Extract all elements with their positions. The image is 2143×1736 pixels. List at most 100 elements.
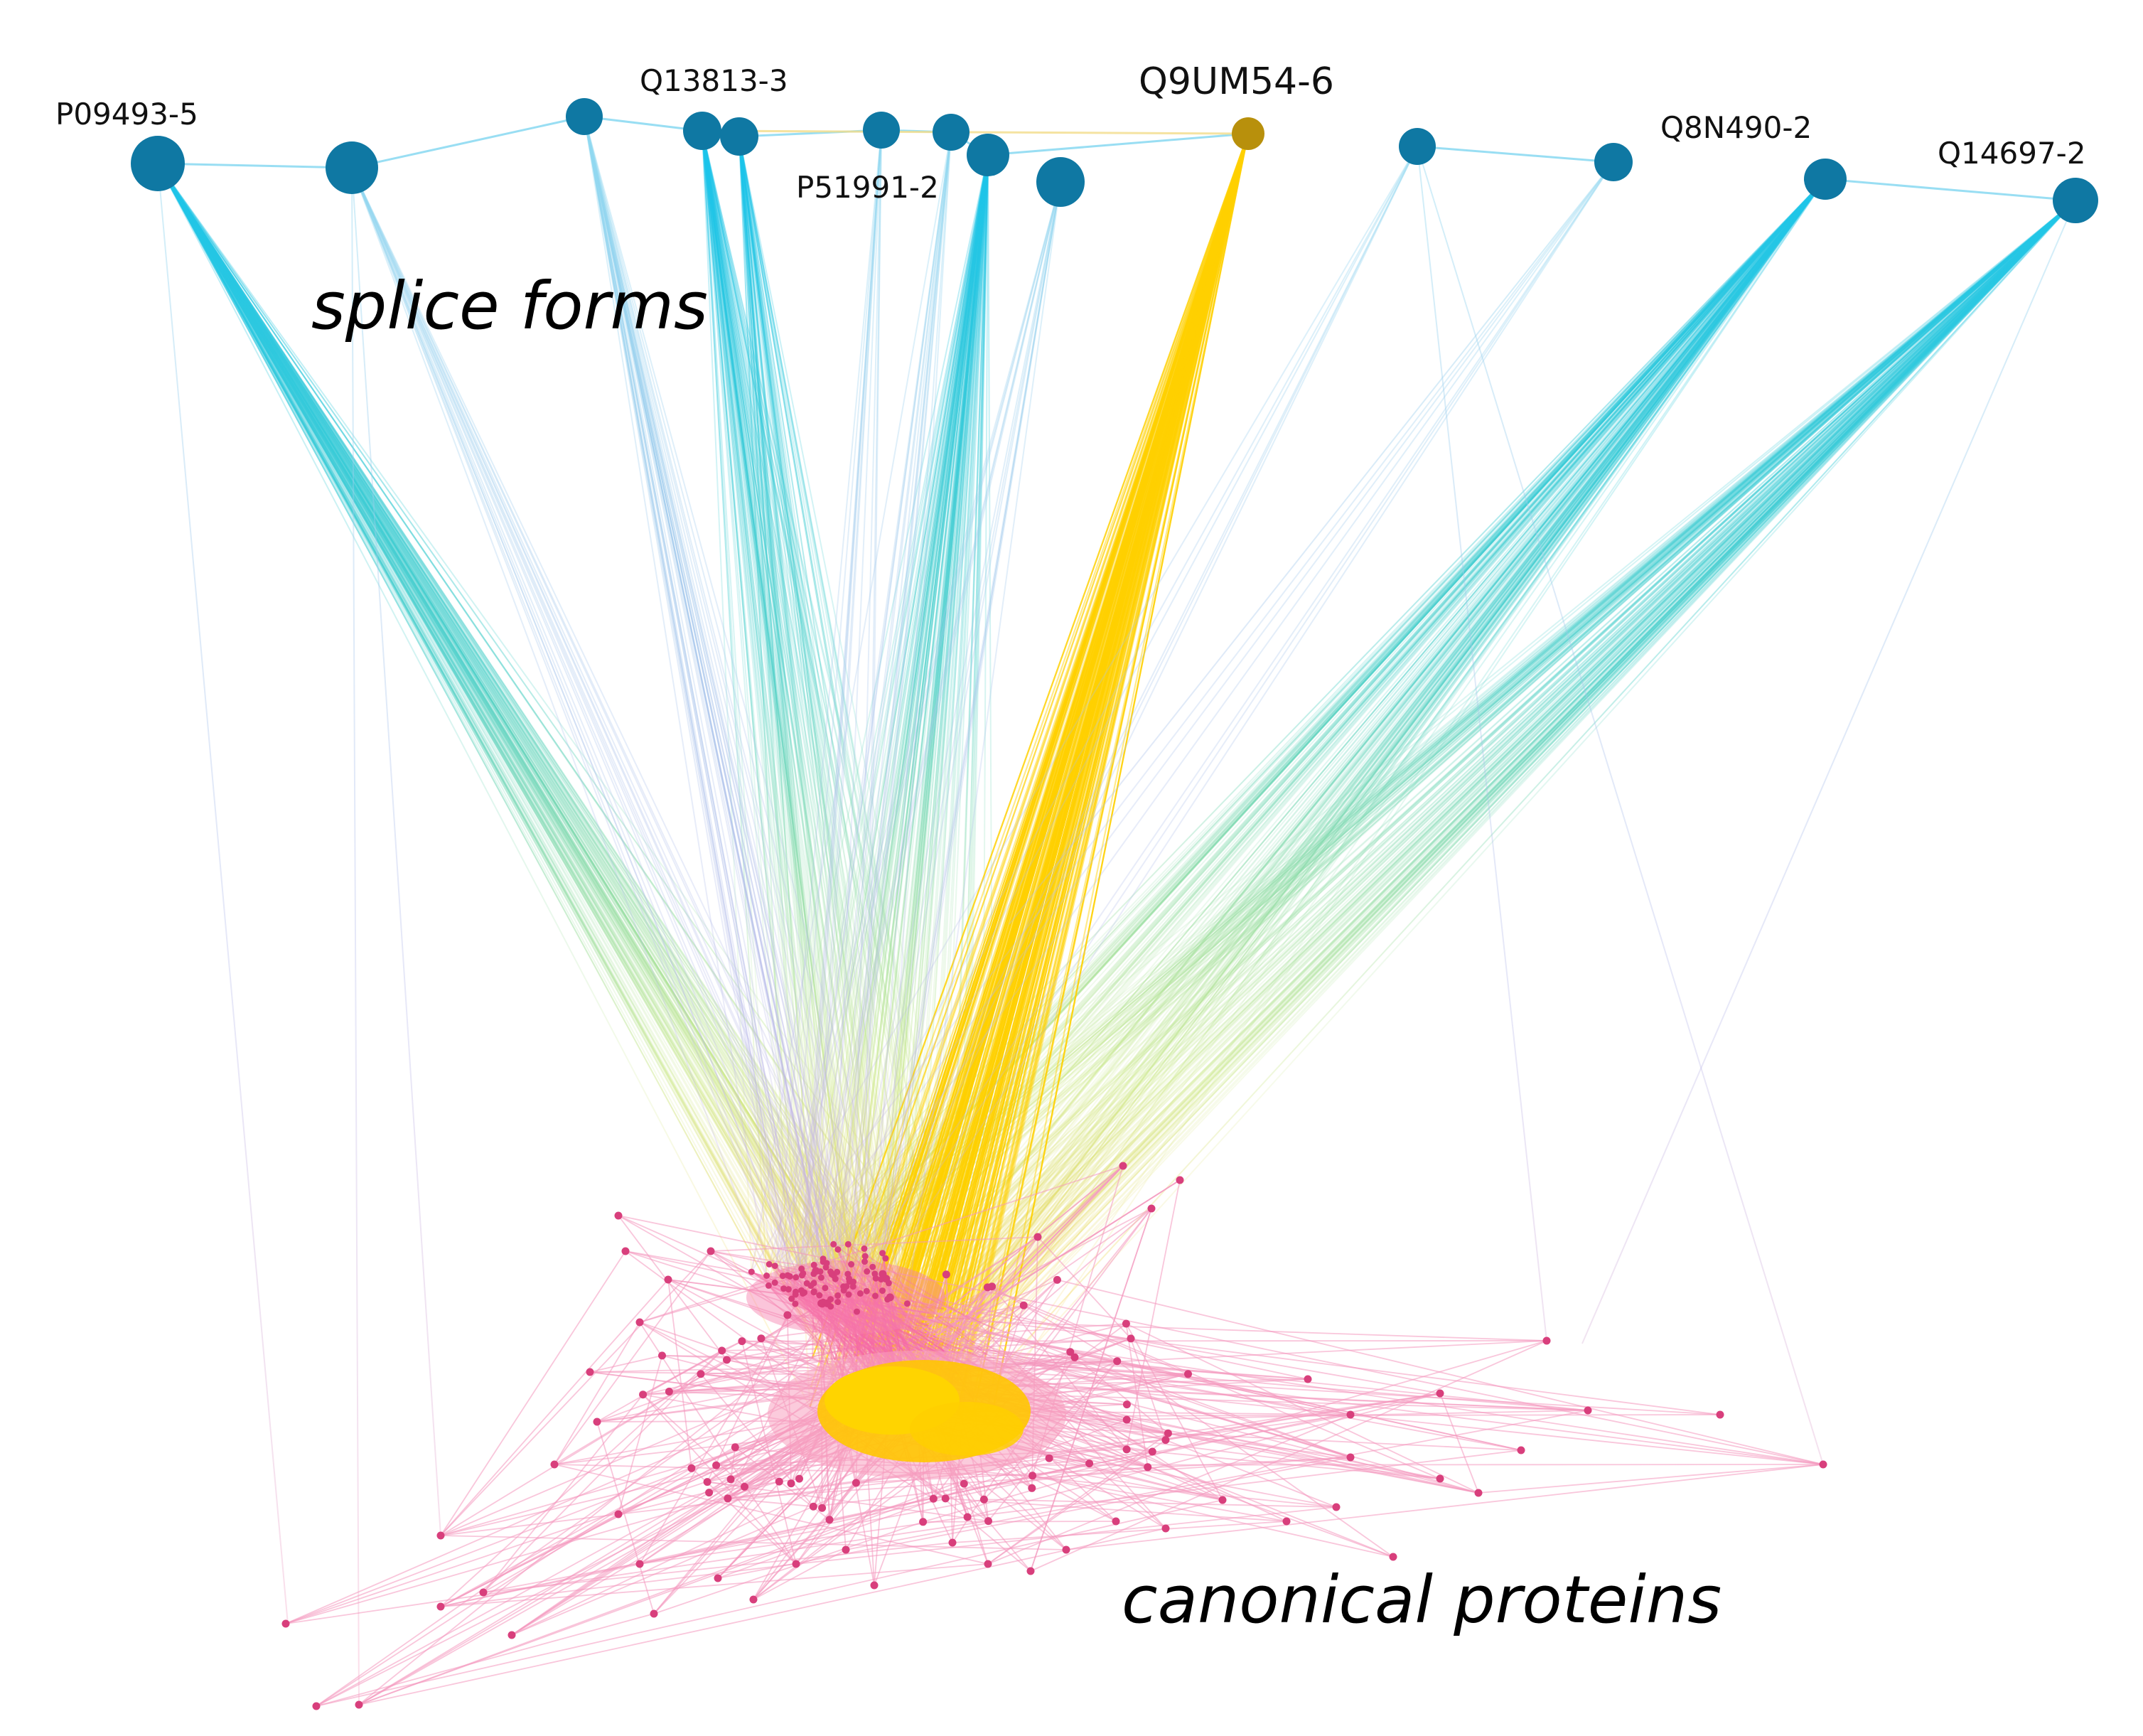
protein-node[interactable] [748, 1268, 755, 1275]
protein-node[interactable] [792, 1560, 800, 1568]
protein-node[interactable] [1045, 1454, 1053, 1462]
protein-node[interactable] [586, 1368, 594, 1376]
protein-node[interactable] [984, 1560, 992, 1568]
protein-node[interactable] [1053, 1275, 1061, 1284]
protein-node[interactable] [861, 1258, 868, 1265]
protein-node[interactable] [779, 1272, 786, 1280]
protein-node[interactable] [1019, 1301, 1028, 1309]
protein-node[interactable] [872, 1292, 879, 1300]
protein-node[interactable] [664, 1275, 672, 1284]
protein-node[interactable] [834, 1299, 842, 1305]
protein-node[interactable] [1218, 1496, 1227, 1504]
splice-node-p09493-5[interactable] [131, 136, 185, 191]
protein-node[interactable] [870, 1581, 879, 1590]
protein-node[interactable] [1332, 1503, 1341, 1511]
protein-node[interactable] [810, 1270, 817, 1277]
protein-node[interactable] [723, 1356, 731, 1364]
protein-node[interactable] [741, 1482, 748, 1491]
protein-node[interactable] [1119, 1162, 1127, 1170]
protein-node[interactable] [771, 1263, 778, 1270]
protein-node[interactable] [885, 1280, 892, 1287]
protein-node[interactable] [820, 1258, 827, 1265]
protein-node[interactable] [843, 1283, 850, 1290]
protein-node[interactable] [882, 1255, 889, 1262]
protein-node[interactable] [844, 1241, 852, 1248]
protein-node[interactable] [1176, 1176, 1184, 1184]
protein-node[interactable] [1033, 1233, 1042, 1241]
protein-node[interactable] [820, 1298, 827, 1305]
protein-node[interactable] [792, 1300, 799, 1307]
protein-node[interactable] [941, 1494, 950, 1503]
protein-node[interactable] [775, 1477, 783, 1486]
protein-node[interactable] [639, 1391, 648, 1399]
protein-node[interactable] [1028, 1484, 1036, 1492]
protein-node[interactable] [884, 1296, 891, 1303]
protein-node[interactable] [793, 1274, 800, 1281]
protein-node[interactable] [807, 1282, 815, 1290]
protein-node[interactable] [879, 1250, 886, 1257]
protein-node[interactable] [749, 1595, 758, 1604]
protein-node[interactable] [738, 1337, 746, 1346]
protein-node[interactable] [650, 1609, 658, 1618]
protein-node[interactable] [818, 1504, 827, 1512]
protein-node[interactable] [1474, 1489, 1483, 1497]
protein-node[interactable] [614, 1211, 623, 1220]
protein-node[interactable] [798, 1272, 805, 1279]
protein-node[interactable] [834, 1246, 842, 1253]
protein-node[interactable] [312, 1702, 321, 1710]
protein-node[interactable] [1346, 1453, 1355, 1462]
protein-node[interactable] [869, 1263, 876, 1270]
protein-node[interactable] [436, 1531, 445, 1540]
protein-node[interactable] [1147, 1204, 1156, 1213]
protein-node[interactable] [879, 1287, 886, 1295]
protein-node[interactable] [635, 1318, 644, 1327]
protein-node[interactable] [1122, 1400, 1131, 1409]
protein-node[interactable] [712, 1461, 721, 1469]
protein-node[interactable] [827, 1268, 834, 1275]
protein-node[interactable] [1066, 1348, 1075, 1356]
protein-node[interactable] [1161, 1524, 1170, 1533]
protein-node[interactable] [697, 1370, 705, 1378]
protein-node[interactable] [703, 1478, 711, 1486]
splice-node[interactable] [933, 114, 970, 151]
protein-node[interactable] [849, 1283, 856, 1290]
splice-node-q9um54-6[interactable] [1232, 117, 1264, 150]
protein-node[interactable] [903, 1300, 911, 1307]
protein-node[interactable] [817, 1274, 825, 1281]
protein-node[interactable] [817, 1268, 824, 1275]
protein-node[interactable] [714, 1574, 722, 1582]
protein-node[interactable] [863, 1287, 870, 1295]
protein-node[interactable] [861, 1253, 869, 1260]
splice-node[interactable] [326, 141, 378, 194]
protein-node[interactable] [856, 1290, 864, 1297]
splice-node-p51991-2[interactable] [967, 134, 1009, 176]
protein-node[interactable] [871, 1270, 879, 1277]
protein-node[interactable] [1716, 1410, 1724, 1419]
protein-node[interactable] [919, 1518, 928, 1526]
protein-node[interactable] [1127, 1334, 1135, 1343]
splice-node[interactable] [1399, 128, 1436, 165]
protein-node[interactable] [1085, 1459, 1094, 1468]
protein-node[interactable] [614, 1510, 623, 1518]
protein-node[interactable] [1122, 1319, 1130, 1328]
protein-node[interactable] [810, 1261, 817, 1268]
protein-node[interactable] [726, 1475, 735, 1484]
protein-node[interactable] [795, 1474, 803, 1483]
protein-node[interactable] [788, 1295, 795, 1302]
protein-node[interactable] [848, 1261, 855, 1268]
protein-node[interactable] [809, 1502, 817, 1511]
protein-node[interactable] [766, 1260, 773, 1268]
protein-node[interactable] [852, 1479, 860, 1487]
protein-node[interactable] [281, 1619, 290, 1628]
protein-node[interactable] [1164, 1429, 1172, 1437]
protein-node[interactable] [816, 1292, 823, 1299]
protein-node[interactable] [960, 1479, 968, 1488]
protein-node[interactable] [1122, 1445, 1131, 1454]
protein-node[interactable] [1148, 1447, 1156, 1456]
protein-node[interactable] [942, 1270, 950, 1279]
protein-node[interactable] [1436, 1389, 1444, 1398]
protein-node[interactable] [864, 1268, 871, 1275]
protein-node[interactable] [830, 1241, 837, 1248]
protein-node[interactable] [792, 1291, 799, 1298]
protein-node[interactable] [1389, 1553, 1397, 1561]
